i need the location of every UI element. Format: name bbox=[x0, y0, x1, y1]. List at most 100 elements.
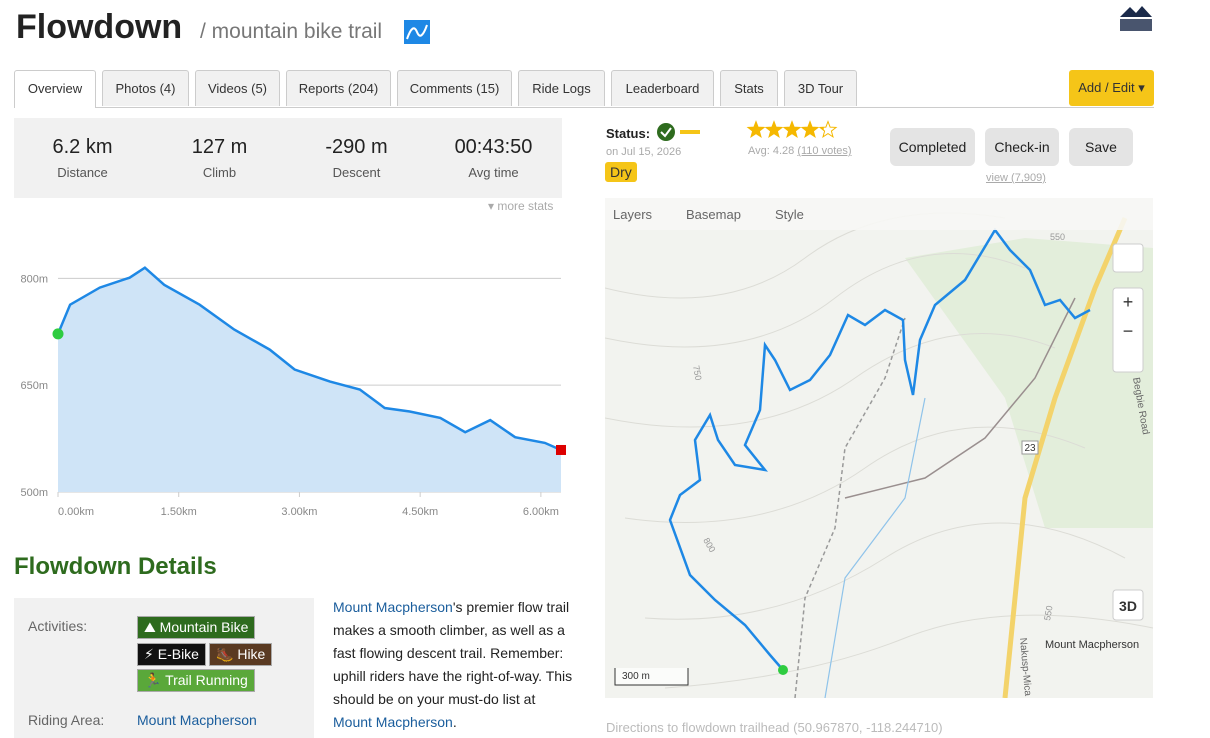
contour-label: 550 bbox=[1042, 605, 1054, 622]
zoom-in[interactable]: + bbox=[1123, 292, 1134, 312]
creek bbox=[824, 397, 926, 698]
stat-label: Descent bbox=[332, 165, 381, 180]
trailhead bbox=[778, 665, 788, 675]
3d-button[interactable] bbox=[1112, 589, 1144, 621]
map[interactable]: Layers Basemap Style + − 3D 300 m Mount … bbox=[605, 198, 1153, 698]
place-label: Mount Macpherson bbox=[1045, 639, 1139, 651]
add-edit-label: Add / Edit bbox=[1078, 80, 1135, 95]
zoom-out[interactable]: − bbox=[1123, 321, 1134, 341]
activity-name: Hike bbox=[237, 646, 266, 662]
rating-avg: Avg: 4.28 bbox=[748, 145, 795, 157]
stat: 127 m Climb bbox=[151, 136, 288, 180]
logo bbox=[1120, 6, 1152, 31]
highway bbox=[1002, 217, 1128, 698]
star-rating bbox=[746, 120, 838, 139]
x-tick-label: 6.00km bbox=[523, 506, 559, 518]
stat-label: Distance bbox=[57, 165, 108, 180]
save-button[interactable]: Save bbox=[1069, 128, 1133, 166]
end-marker bbox=[556, 444, 566, 455]
completed-button[interactable]: Completed bbox=[890, 128, 975, 166]
description-text: . bbox=[452, 714, 457, 730]
activity-badge[interactable]: 🥾 Hike bbox=[209, 643, 273, 666]
x-tick-label: 4.50km bbox=[402, 506, 438, 518]
contours bbox=[605, 212, 1153, 689]
tab[interactable]: Reports (204) bbox=[286, 70, 391, 106]
scale-label: 300 m bbox=[622, 671, 650, 682]
condition-badge: Dry bbox=[605, 162, 637, 182]
description: Mount Macpherson's premier flow trail ma… bbox=[333, 596, 573, 734]
riding-area-link[interactable]: Mount Macpherson bbox=[137, 712, 257, 728]
stats-box: 6.2 km Distance 127 m Climb -290 m Descent 00:… bbox=[14, 118, 562, 198]
trail-title: Flowdown bbox=[16, 8, 183, 46]
elevation-chart: 500m 650m 800m 0.00km 1.50km 3.00km 4.50km 6.00… bbox=[20, 266, 566, 518]
add-edit-button[interactable]: Add / Edit ▾ bbox=[1069, 70, 1154, 106]
tab[interactable]: Overview bbox=[14, 70, 96, 108]
riding-area-label: Riding Area: bbox=[28, 712, 105, 728]
x-tick-label: 0.00km bbox=[58, 506, 94, 518]
more-stats[interactable]: ▾ more stats bbox=[488, 199, 554, 213]
map-menu[interactable]: Layers bbox=[613, 207, 653, 222]
tab[interactable]: Videos (5) bbox=[195, 70, 280, 106]
activity-name: Mountain Bike bbox=[159, 619, 249, 635]
y-tick-label: 800m bbox=[20, 273, 48, 285]
rating-fill bbox=[747, 121, 824, 137]
x-tick-label: 3.00km bbox=[281, 506, 317, 518]
stat: 00:43:50 Avg time bbox=[425, 136, 562, 180]
rating-votes[interactable]: (110 votes) bbox=[797, 145, 852, 157]
trail-route bbox=[668, 227, 1091, 671]
y-tick-label: 500m bbox=[20, 487, 48, 499]
map-menu[interactable]: Basemap bbox=[686, 207, 741, 222]
y-tick-label: 650m bbox=[20, 380, 48, 392]
activity-badge[interactable]: ⚡ E-Bike bbox=[137, 643, 206, 666]
status-date: on Jul 15, 2026 bbox=[606, 146, 682, 158]
trail-icon bbox=[404, 20, 430, 44]
status-label: Status: bbox=[606, 126, 651, 141]
highway-shield bbox=[1021, 440, 1039, 455]
info-box: Activities: ⛰ Mountain Bike ⚡ E-Bike 🥾 H… bbox=[14, 598, 314, 738]
stat-value: -290 m bbox=[325, 136, 388, 158]
tab[interactable]: Ride Logs bbox=[518, 70, 605, 106]
activity-badge[interactable]: 🏃 Trail Running bbox=[137, 669, 255, 692]
stat: 6.2 km Distance bbox=[14, 136, 151, 180]
road-label: Nakusp-Mica bbox=[1017, 637, 1033, 697]
status-icon bbox=[657, 123, 700, 141]
tab[interactable]: Photos (4) bbox=[102, 70, 189, 106]
activities-label: Activities: bbox=[28, 618, 88, 634]
activity-name: Trail Running bbox=[165, 672, 248, 688]
scale-bar bbox=[614, 668, 689, 686]
stat-label: Avg time bbox=[468, 165, 519, 180]
more-stats-label: more stats bbox=[497, 199, 554, 213]
zoom-controls[interactable] bbox=[1112, 287, 1144, 373]
tab-bar: Overview Photos (4) Videos (5) Reports (204… bbox=[14, 70, 1154, 108]
activity-badge[interactable]: ⛰ Mountain Bike bbox=[137, 616, 256, 639]
details-title: Flowdown Details bbox=[14, 553, 217, 580]
area-link[interactable]: Mount Macpherson bbox=[333, 599, 453, 615]
description-text: 's premier flow trail makes a smooth cli… bbox=[333, 599, 573, 707]
tab[interactable]: 3D Tour bbox=[784, 70, 857, 106]
area-link[interactable]: Mount Macpherson bbox=[333, 714, 453, 730]
map-toolbar bbox=[605, 198, 1153, 230]
views-link[interactable]: view (7,909) bbox=[986, 172, 1046, 184]
tab[interactable]: Comments (15) bbox=[397, 70, 512, 106]
map-menu[interactable]: Style bbox=[775, 207, 804, 222]
start-marker bbox=[52, 328, 64, 340]
stat-label: Climb bbox=[202, 165, 237, 180]
map-trail bbox=[844, 297, 1076, 499]
contour-label: 750 bbox=[691, 365, 703, 382]
map-park bbox=[905, 238, 1153, 528]
elevation-line bbox=[56, 266, 562, 452]
tab[interactable]: Stats bbox=[720, 70, 778, 106]
locate-button[interactable] bbox=[1112, 243, 1144, 273]
rating-average: Avg: 4.28 (110 votes) bbox=[748, 145, 852, 157]
x-tick-label: 1.50km bbox=[161, 506, 197, 518]
highway-label: 23 bbox=[1024, 443, 1036, 454]
directions[interactable]: Directions to flowdown trailhead (50.967… bbox=[606, 720, 943, 735]
stat: -290 m Descent bbox=[288, 136, 425, 180]
contour-label: 550 bbox=[1050, 232, 1065, 242]
stat-value: 6.2 km bbox=[52, 136, 113, 158]
activity-name: E-Bike bbox=[157, 646, 199, 662]
checkin-button[interactable]: Check-in bbox=[985, 128, 1059, 166]
tab[interactable]: Leaderboard bbox=[611, 70, 714, 106]
stat-value: 127 m bbox=[191, 136, 248, 158]
